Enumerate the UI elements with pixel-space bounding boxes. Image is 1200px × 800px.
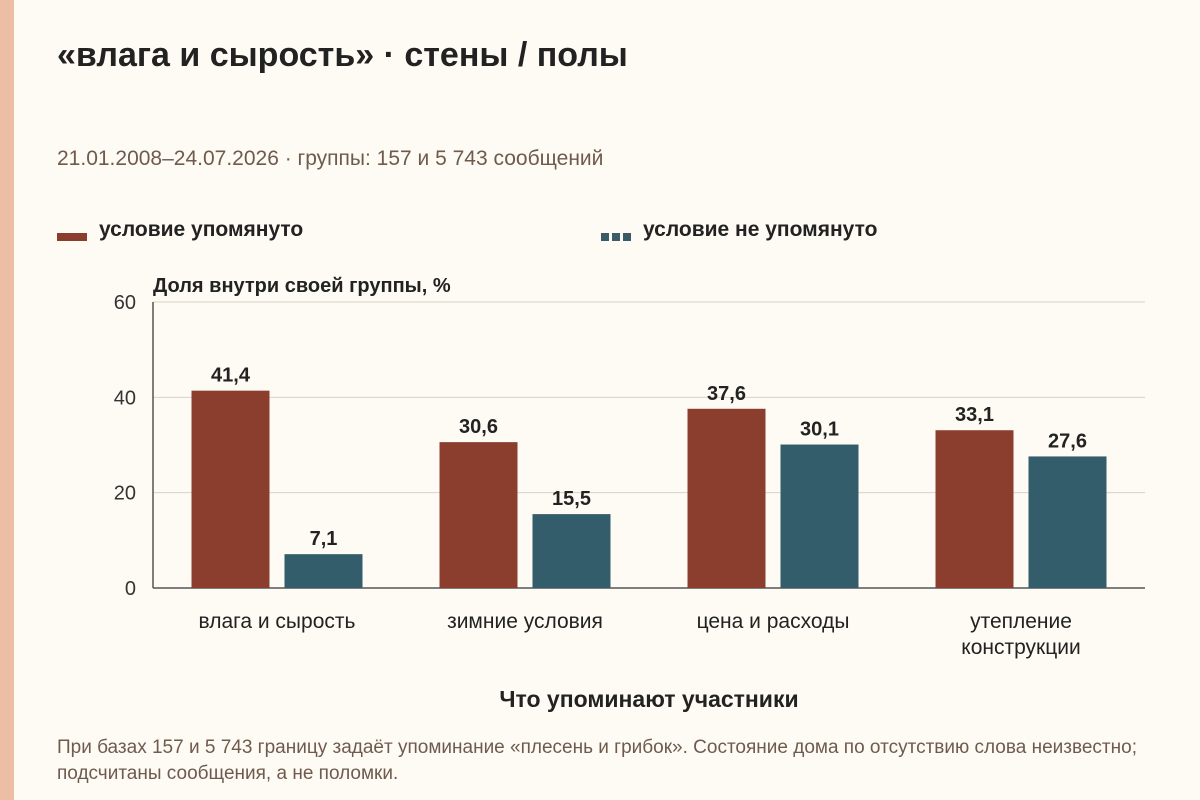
bar-mentioned [439, 442, 518, 588]
x-tick-label-line: влага и сырость [199, 610, 356, 633]
data-label: 30,1 [800, 419, 839, 441]
chart-subtitle: 21.01.2008–24.07.2026 · группы: 157 и 5 … [57, 147, 604, 170]
x-tick-label-line: зимние условия [447, 610, 603, 633]
data-label: 27,6 [1048, 430, 1087, 452]
x-tick-label-line: утепление [970, 610, 1072, 633]
bar-not-mentioned [1028, 456, 1107, 588]
data-label: 41,4 [211, 365, 251, 387]
bar-chart: 0 20 40 60 Доля внутри своей группы, % 41,4 7,… [114, 275, 1145, 712]
data-label: 15,5 [552, 488, 591, 510]
y-tick-label: 20 [114, 483, 136, 505]
x-tick-label: цена и расходы [697, 610, 850, 633]
accent-stripe [0, 0, 14, 800]
bar-not-mentioned [532, 514, 611, 588]
data-label: 37,6 [707, 383, 746, 405]
chart-title: «влага и сырость» · стены / полы [57, 36, 628, 74]
legend-swatch-not-mentioned [601, 233, 631, 241]
data-label: 7,1 [310, 528, 338, 550]
x-tick-label: влага и сырость [199, 610, 356, 633]
bar-mentioned [935, 430, 1014, 588]
bar-mentioned [687, 408, 766, 588]
y-axis-label: Доля внутри своей группы, % [153, 275, 451, 297]
y-tick-label: 60 [114, 292, 136, 314]
legend-label-not-mentioned: условие не упомянуто [643, 218, 878, 241]
x-tick-label-line: цена и расходы [697, 610, 850, 633]
legend-label-mentioned: условие упомянуто [99, 218, 304, 241]
x-tick-label: утепление конструкции [961, 610, 1080, 659]
bar-not-mentioned [780, 444, 859, 588]
y-tick-label: 40 [114, 387, 136, 409]
x-axis-label: Что упоминают участники [499, 686, 798, 712]
x-tick-label-line: конструкции [961, 636, 1080, 659]
data-label: 33,1 [955, 404, 994, 426]
x-tick-label: зимние условия [447, 610, 603, 633]
legend-swatch-mentioned [57, 233, 87, 241]
data-label: 30,6 [459, 416, 498, 438]
bar-not-mentioned [284, 554, 363, 588]
footnote: При базах 157 и 5 743 границу задаёт упо… [57, 737, 1137, 784]
y-tick-label: 0 [125, 578, 136, 600]
bar-mentioned [191, 390, 270, 588]
